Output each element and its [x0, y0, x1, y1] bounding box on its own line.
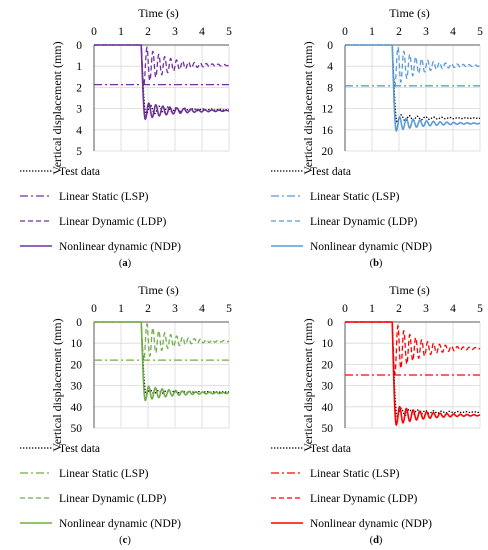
y-tick-label-1: 10	[71, 338, 83, 350]
x-tick-label-4: 4	[199, 303, 205, 315]
y-tick-label-3: 3	[76, 104, 82, 116]
legend-label-lsp: Linear Static (LSP)	[310, 468, 400, 480]
y-axis-title: Vertical displacement (mm)	[50, 41, 64, 174]
x-tick-label-3: 3	[172, 26, 178, 38]
x-tick-label-4: 4	[450, 26, 456, 38]
legend-label-test: Test data	[310, 166, 351, 178]
y-tick-label-0: 0	[327, 317, 333, 329]
x-tick-label-1: 1	[369, 303, 375, 315]
y-tick-label-3: 30	[71, 381, 83, 393]
x-tick-label-0: 0	[342, 26, 348, 38]
legend-label-test: Test data	[310, 443, 351, 455]
series-line-ldp	[94, 321, 230, 362]
x-tick-label-2: 2	[396, 303, 402, 315]
x-tick-label-4: 4	[450, 303, 456, 315]
series-line-ldp	[345, 321, 481, 376]
x-tick-label-2: 2	[396, 26, 402, 38]
x-axis-title: Time (s)	[138, 283, 179, 297]
y-tick-label-5: 20	[322, 146, 334, 158]
x-tick-label-1: 1	[118, 303, 124, 315]
y-tick-label-5: 50	[71, 423, 83, 435]
x-tick-label-3: 3	[423, 26, 429, 38]
y-tick-label-1: 10	[322, 338, 334, 350]
legend-label-test: Test data	[59, 443, 100, 455]
panel-label: (b)	[370, 258, 383, 269]
x-tick-label-5: 5	[477, 26, 483, 38]
x-tick-label-3: 3	[423, 303, 429, 315]
series-line-ldp	[345, 44, 481, 88]
x-tick-label-5: 5	[477, 303, 483, 315]
y-tick-label-0: 0	[76, 317, 82, 329]
x-tick-label-5: 5	[226, 303, 232, 315]
x-tick-label-5: 5	[226, 26, 232, 38]
legend-label-lsp: Linear Static (LSP)	[59, 191, 149, 203]
panel-label: (d)	[370, 535, 383, 546]
x-tick-label-0: 0	[91, 26, 97, 38]
legend-label-ldp: Linear Dynamic (LDP)	[310, 216, 417, 228]
series-line-test	[345, 321, 481, 418]
legend-label-lsp: Linear Static (LSP)	[310, 191, 400, 203]
y-tick-label-0: 0	[76, 40, 82, 52]
series-line-ldp	[94, 44, 230, 87]
x-tick-label-0: 0	[91, 303, 97, 315]
legend-label-ndp: Nonlinear dynamic (NDP)	[310, 518, 432, 530]
y-tick-label-3: 30	[322, 381, 334, 393]
legend-label-ndp: Nonlinear dynamic (NDP)	[310, 241, 432, 253]
y-axis-title: Vertical displacement (mm)	[301, 41, 315, 174]
y-tick-label-4: 16	[322, 125, 334, 137]
y-tick-label-1: 4	[327, 61, 333, 73]
x-tick-label-1: 1	[118, 26, 124, 38]
y-axis-title: Vertical displacement (mm)	[301, 318, 315, 451]
x-tick-label-4: 4	[199, 26, 205, 38]
panel-label: (c)	[119, 535, 131, 546]
series-line-test	[345, 44, 481, 123]
x-tick-label-1: 1	[369, 26, 375, 38]
series-line-ndp	[94, 44, 230, 121]
y-tick-label-4: 4	[76, 125, 82, 137]
y-tick-label-5: 5	[76, 146, 82, 158]
x-tick-label-0: 0	[342, 303, 348, 315]
y-tick-label-2: 20	[71, 359, 83, 371]
panel-label: (a)	[119, 258, 132, 269]
series-line-test	[94, 321, 230, 395]
y-tick-label-4: 40	[322, 402, 334, 414]
series-line-ndp	[94, 321, 230, 402]
x-tick-label-2: 2	[145, 303, 151, 315]
legend-label-ldp: Linear Dynamic (LDP)	[59, 216, 166, 228]
y-tick-label-2: 2	[76, 82, 82, 94]
x-tick-label-3: 3	[172, 303, 178, 315]
legend-label-ldp: Linear Dynamic (LDP)	[310, 493, 417, 505]
y-tick-label-2: 8	[327, 82, 333, 94]
x-tick-label-2: 2	[145, 26, 151, 38]
series-line-ndp	[345, 321, 481, 427]
legend-label-ndp: Nonlinear dynamic (NDP)	[59, 241, 181, 253]
x-axis-title: Time (s)	[389, 6, 430, 20]
series-line-test	[94, 44, 230, 116]
series-line-ndp	[345, 44, 481, 133]
y-tick-label-1: 1	[76, 61, 82, 73]
x-axis-title: Time (s)	[389, 283, 430, 297]
y-tick-label-2: 20	[322, 359, 334, 371]
x-axis-title: Time (s)	[138, 6, 179, 20]
legend-label-lsp: Linear Static (LSP)	[59, 468, 149, 480]
y-tick-label-0: 0	[327, 40, 333, 52]
y-tick-label-5: 50	[322, 423, 334, 435]
y-tick-label-4: 40	[71, 402, 83, 414]
y-tick-label-3: 12	[322, 104, 334, 116]
legend-label-ldp: Linear Dynamic (LDP)	[59, 493, 166, 505]
legend-label-test: Test data	[59, 166, 100, 178]
chart-panel-1: 0 1 2 3 4 5 0 1 2 3 4 5 Time (s) Vertical displacemen…	[20, 6, 232, 269]
legend-label-ndp: Nonlinear dynamic (NDP)	[59, 518, 181, 530]
y-axis-title: Vertical displacement (mm)	[50, 318, 64, 451]
